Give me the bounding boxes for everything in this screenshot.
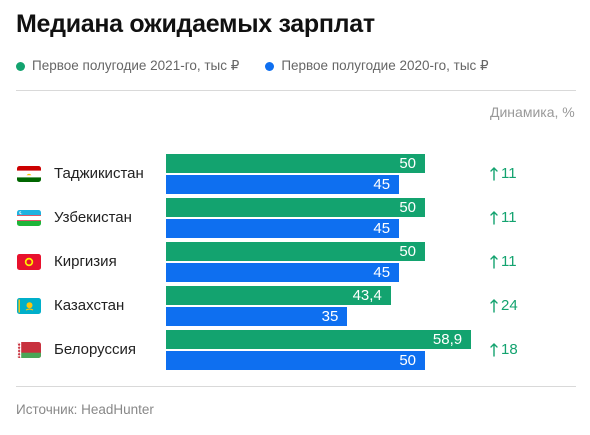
legend: Первое полугодие 2021-го, тыс ₽ Первое п… <box>16 57 515 75</box>
bar-value-label: 50 <box>399 155 416 172</box>
legend-label-2020: Первое полугодие 2020-го, тыс ₽ <box>281 58 489 73</box>
bar-2021: 50 <box>166 242 425 261</box>
change-value-label: 11 <box>501 209 517 226</box>
bar-2021: 50 <box>166 154 425 173</box>
bar-value-label: 45 <box>373 264 391 281</box>
bar-2020: 45 <box>166 219 400 238</box>
bar-value-label: 58,9 <box>432 331 463 348</box>
legend-marker-2021 <box>16 61 25 71</box>
legend-item-2020: Первое полугодие 2020-го, тыс ₽ <box>265 58 489 74</box>
bar-2020: 45 <box>166 175 400 194</box>
source-note: Источник: HeadHunter <box>16 402 154 417</box>
bar-2021: 50 <box>166 198 425 217</box>
change-value: 24 <box>490 297 518 314</box>
country-label: Таджикистан <box>54 165 144 182</box>
bar-2020: 35 <box>166 307 348 326</box>
country-label: Казахстан <box>54 297 125 314</box>
bar-value-label: 50 <box>399 243 416 260</box>
bar-value-label: 43,4 <box>352 287 382 304</box>
country-label: Киргизия <box>54 253 117 270</box>
change-value-label: 11 <box>501 253 517 270</box>
belarus-flag <box>17 342 41 358</box>
arrow-up-icon <box>490 166 498 181</box>
bar-value-label: 50 <box>399 352 416 369</box>
change-value: 18 <box>490 341 518 358</box>
legend-label-2021: Первое полугодие 2021-го, тыс ₽ <box>32 58 240 73</box>
bar-value-label: 45 <box>373 176 391 193</box>
bar-2020: 45 <box>166 263 400 282</box>
change-value: 11 <box>490 165 517 182</box>
change-value-label: 24 <box>501 297 518 314</box>
top-divider <box>16 90 576 91</box>
kazakhstan-flag <box>17 298 41 314</box>
change-column-header: Динамика, % <box>490 104 575 120</box>
bar-value-label: 35 <box>321 308 339 325</box>
arrow-up-icon <box>490 210 498 225</box>
tajikistan-flag <box>17 166 41 182</box>
bar-value-label: 50 <box>399 199 416 216</box>
bar-value-label: 45 <box>373 220 391 237</box>
legend-item-2021: Первое полугодие 2021-го, тыс ₽ <box>16 58 239 74</box>
change-value: 11 <box>490 253 517 270</box>
bar-2020: 50 <box>166 351 425 370</box>
bottom-divider <box>16 386 576 387</box>
kyrgyzstan-flag <box>17 254 41 270</box>
legend-marker-2020 <box>265 61 275 71</box>
bar-2021: 58,9 <box>166 330 472 349</box>
arrow-up-icon <box>490 298 498 313</box>
uzbekistan-flag <box>17 210 41 226</box>
change-value-label: 11 <box>501 165 517 182</box>
arrow-up-icon <box>490 254 498 269</box>
arrow-up-icon <box>490 342 498 357</box>
change-value: 11 <box>490 209 517 226</box>
bar-2021: 43,4 <box>166 286 391 305</box>
change-value-label: 18 <box>501 341 518 358</box>
chart-title: Медиана ожидаемых зарплат <box>16 10 375 38</box>
country-label: Белоруссия <box>54 341 136 358</box>
country-label: Узбекистан <box>54 209 132 226</box>
